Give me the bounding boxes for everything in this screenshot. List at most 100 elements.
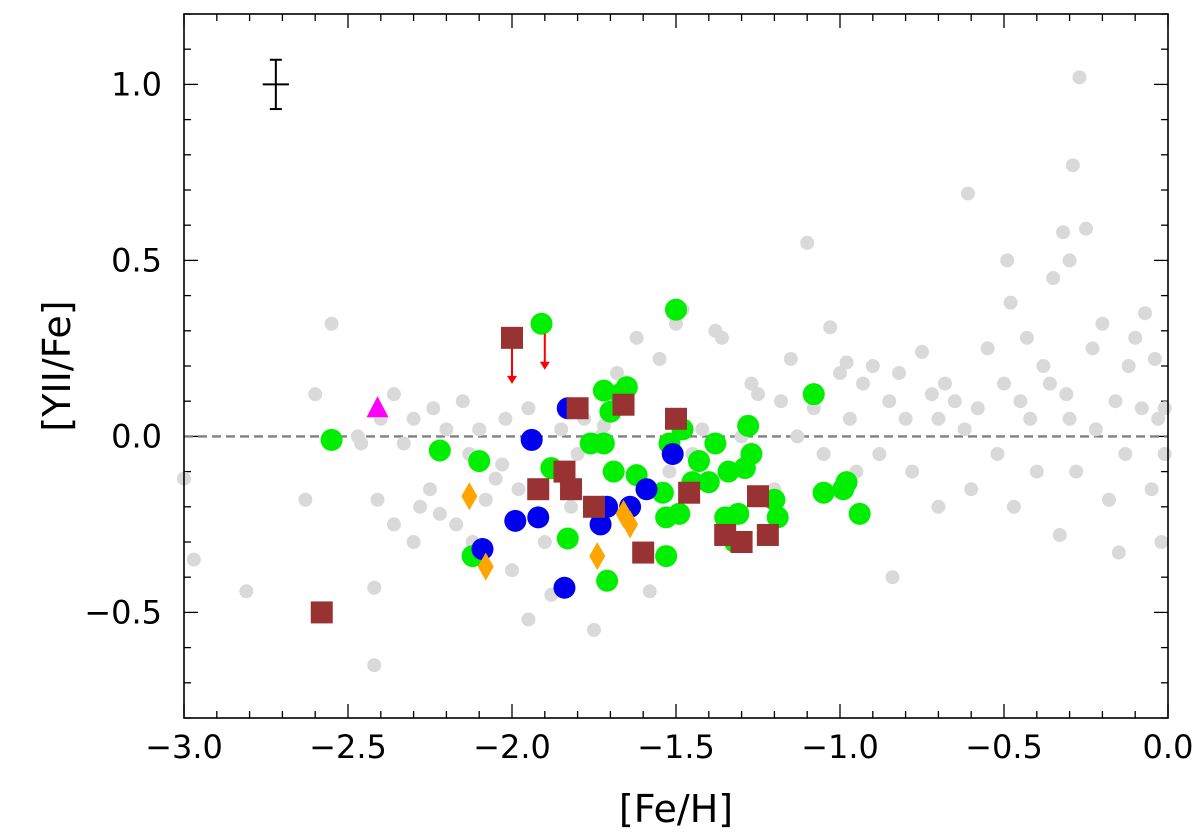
gray-point xyxy=(1144,482,1159,497)
gray-point xyxy=(1147,351,1162,366)
y-tick-label: 1.0 xyxy=(111,65,162,103)
gray-point xyxy=(596,418,611,433)
gray-point xyxy=(423,482,437,497)
gray-point xyxy=(521,612,536,627)
gray-point xyxy=(1023,411,1038,426)
gray-point xyxy=(865,359,880,373)
gray-point xyxy=(662,464,677,479)
orange-diamond-point xyxy=(622,510,639,539)
gray-point xyxy=(298,492,313,507)
gray-point xyxy=(790,429,805,444)
brown-square-point xyxy=(501,326,523,349)
gray-point xyxy=(511,482,526,497)
gray-point xyxy=(1046,271,1061,285)
gray-point xyxy=(426,401,441,416)
green-point xyxy=(740,443,763,465)
gray-point xyxy=(783,351,798,366)
gray-point xyxy=(744,376,759,391)
gray-point xyxy=(1154,535,1169,549)
gray-point xyxy=(370,492,385,507)
green-point xyxy=(615,376,638,399)
orange-diamond-point xyxy=(477,552,494,581)
gray-point xyxy=(905,464,920,479)
gray-point xyxy=(970,401,985,416)
brown-square-point xyxy=(747,485,769,508)
gray-point xyxy=(367,580,382,595)
green-point xyxy=(704,432,727,455)
gray-point xyxy=(472,422,487,437)
gray-point xyxy=(882,394,897,409)
gray-point xyxy=(413,499,428,514)
orange-diamond-point xyxy=(461,482,478,511)
tick-labels: −3.0 −2.5 −2.0 −1.5 −1.0 −0.5 0.0 −0.5 0.0 0.5 1.0 xyxy=(84,65,1193,766)
gray-point xyxy=(354,436,369,451)
gray-point xyxy=(505,563,519,578)
y-tick-label: −0.5 xyxy=(84,593,162,631)
gray-point xyxy=(1085,341,1100,356)
y-tick-label: 0.5 xyxy=(111,241,162,279)
orange-diamond-point xyxy=(589,542,606,571)
gray-point xyxy=(872,447,887,461)
blue-point xyxy=(635,478,658,501)
gray-point xyxy=(495,457,510,472)
green-point xyxy=(848,502,871,525)
gray-point xyxy=(931,411,946,426)
gray-point xyxy=(1062,253,1077,268)
green-point xyxy=(717,460,740,483)
gray-point xyxy=(1036,359,1051,373)
gray-point xyxy=(980,341,995,356)
gray-point xyxy=(1101,492,1116,507)
gray-point xyxy=(367,658,382,673)
green-point xyxy=(665,298,687,321)
gray-point xyxy=(239,584,254,599)
green-point xyxy=(697,471,720,494)
gray-point xyxy=(751,387,765,402)
gray-point xyxy=(1059,387,1074,402)
gray-point xyxy=(537,535,552,549)
gray-point xyxy=(957,422,972,437)
blue-point xyxy=(553,576,576,599)
gray-point xyxy=(1006,499,1021,514)
gray-point xyxy=(554,422,569,437)
x-tick-label: −1.0 xyxy=(801,728,879,766)
gray-point xyxy=(892,366,907,381)
upper-limit-arrow-head xyxy=(539,361,550,370)
gray-point xyxy=(396,436,411,451)
x-tick-label: −2.0 xyxy=(473,728,551,766)
x-tick-label: −0.5 xyxy=(965,728,1043,766)
gray-point xyxy=(478,492,493,507)
gray-point xyxy=(1072,70,1087,85)
blue-point xyxy=(589,513,612,536)
gray-point xyxy=(1118,447,1133,461)
upper-limit-arrow-head xyxy=(507,375,517,384)
gray-point xyxy=(1013,394,1028,409)
green-point xyxy=(651,481,674,504)
green-point xyxy=(592,379,615,402)
gray-point xyxy=(1151,411,1166,426)
gray-point xyxy=(1000,253,1015,268)
green-point xyxy=(687,450,710,473)
gray-point xyxy=(406,411,421,426)
green-point xyxy=(835,471,858,494)
green-point xyxy=(602,460,625,483)
y-tick-label: 0.0 xyxy=(111,417,162,455)
gray-point xyxy=(308,387,323,402)
x-tick-label: −1.5 xyxy=(637,728,715,766)
blue-point xyxy=(661,443,684,465)
gray-point xyxy=(960,186,975,201)
gray-point xyxy=(570,447,585,461)
gray-point xyxy=(1079,221,1093,236)
green-point xyxy=(737,414,760,437)
gray-point xyxy=(386,387,401,402)
gray-point xyxy=(521,401,536,416)
gray-point xyxy=(432,506,447,521)
gray-point xyxy=(1128,330,1143,345)
gray-point xyxy=(1003,295,1018,310)
gray-point xyxy=(1065,158,1080,173)
x-axis-label: [Fe/H] xyxy=(619,787,733,831)
green-point xyxy=(530,312,553,335)
brown-square-point xyxy=(566,397,589,420)
brown-square-point xyxy=(665,407,687,430)
